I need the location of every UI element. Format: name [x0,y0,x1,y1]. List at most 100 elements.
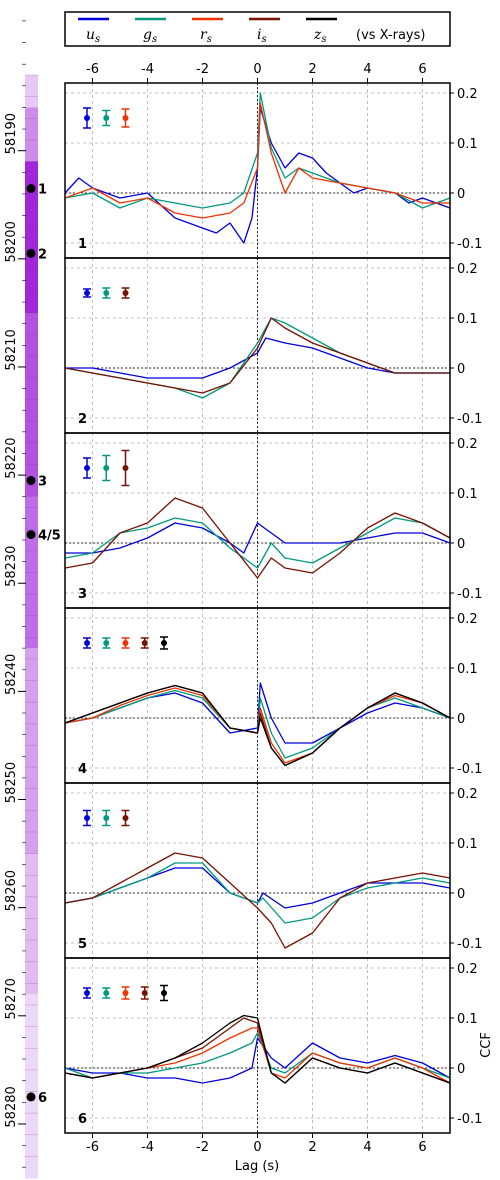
panel-number: 3 [78,587,87,602]
timeline-marker-dot [26,476,36,486]
series-line-4 [64,684,451,767]
timeline-segment [25,366,38,379]
timeline-segment [25,1037,38,1049]
legend-label-base: u [86,27,95,43]
series-line-0 [64,1037,451,1084]
timeline-segment [25,799,38,811]
legend: (vs X-rays) us gs rs is zs [64,11,451,47]
timeline-segment [25,269,38,281]
timeline-segment [25,691,38,703]
legend-label-3: is [257,27,267,45]
timeline-segment [25,713,38,725]
error-bar-point [141,990,148,996]
top-x-tick-label: 6 [418,62,426,77]
timeline-segment [25,950,38,963]
timeline-segment [25,215,38,227]
top-x-tick-label: 4 [363,62,371,77]
error-bar-point [122,640,129,646]
timeline-marker-dot [26,184,36,194]
timeline-segment [25,756,38,768]
y-tick-label: 0.1 [457,1012,478,1027]
timeline-segment [25,550,38,563]
error-bar-point [84,815,90,821]
timeline-segment [25,1156,38,1168]
timeline-segment [25,442,38,454]
error-bar-point [122,465,129,471]
timeline-segment [25,507,38,519]
error-bar-0 [83,637,91,649]
y-tick-label: 0.2 [457,787,478,802]
series-line-1 [64,689,451,759]
timeline-segment [25,680,38,692]
timeline-segment [25,994,38,1006]
y-tick-label: 0.1 [457,487,478,502]
timeline-segment [25,258,38,271]
timeline-tick-label: 58230 [4,546,19,587]
timeline-marker-label: 2 [38,247,47,262]
timeline-segment [25,1004,38,1017]
error-bar-point [103,815,110,821]
timeline-segment [25,594,38,606]
top-x-tick-label: -6 [86,62,99,77]
timeline-segment [25,961,38,974]
error-bar-0 [83,107,91,129]
timeline-segment [25,410,38,422]
panel-number: 4 [78,762,87,777]
timeline-segment [25,702,38,714]
timeline-segment [25,875,38,887]
legend-label-1: gs [143,27,157,45]
y-tick-label: -0.1 [457,587,482,602]
y-tick-label: 0.2 [457,612,478,627]
error-bar-3 [121,809,130,827]
y-tick-label: 0 [457,362,465,377]
timeline-tick-label: 58270 [4,978,19,1019]
timeline-segment [25,583,38,595]
timeline-segment [25,723,38,736]
error-bar-point [122,990,129,996]
error-bar-0 [83,288,91,298]
legend-label-2: rs [200,27,212,45]
error-bar-point [84,115,90,121]
y-tick-label: 0 [457,537,465,552]
timeline-segment [25,237,38,249]
timeline-segment [25,896,38,909]
error-bar-point [84,640,90,646]
error-bar-1 [102,987,111,999]
timeline-segment [25,669,38,682]
timeline-segment [25,139,38,152]
series-line-2 [64,102,450,219]
timeline-segment [25,1167,38,1179]
timeline-segment [25,539,38,552]
timeline-segment [25,431,38,444]
timeline-segment [25,150,38,163]
timeline-segment [25,604,38,617]
timeline-segment [25,1069,38,1082]
error-bar-0 [83,457,91,479]
x-tick-label: 0 [253,1140,261,1155]
y-tick-label: 0 [457,1062,465,1077]
timeline-segment [25,312,38,325]
timeline-segment [25,983,38,995]
y-tick-label: 0.2 [457,962,478,977]
timeline-segment [25,810,38,822]
y-tick-label: -0.1 [457,937,482,952]
legend-label-base: r [200,27,208,43]
timeline-segment [25,821,38,833]
legend-label-0: us [86,27,100,45]
timeline-segment [25,226,38,238]
timeline-segment [25,129,38,141]
legend-label-base: i [257,27,261,43]
x-axis-title: Lag (s) [235,1159,280,1174]
error-bar-point [141,640,148,646]
x-tick-label: -6 [86,1140,99,1155]
panel-3: -0.1 0 0.1 0.2 3 [64,432,482,609]
error-bar-1 [102,109,111,127]
panel-2: -0.1 0 0.1 0.2 2 [64,257,482,434]
series-line-3 [64,497,451,579]
timeline-segment [25,777,38,790]
timeline-segment [25,637,38,649]
timeline-segment [25,518,38,530]
y-tick-label: -0.1 [457,762,482,777]
timeline-tick-label: 58260 [4,870,19,911]
timeline-segment [25,1113,38,1125]
